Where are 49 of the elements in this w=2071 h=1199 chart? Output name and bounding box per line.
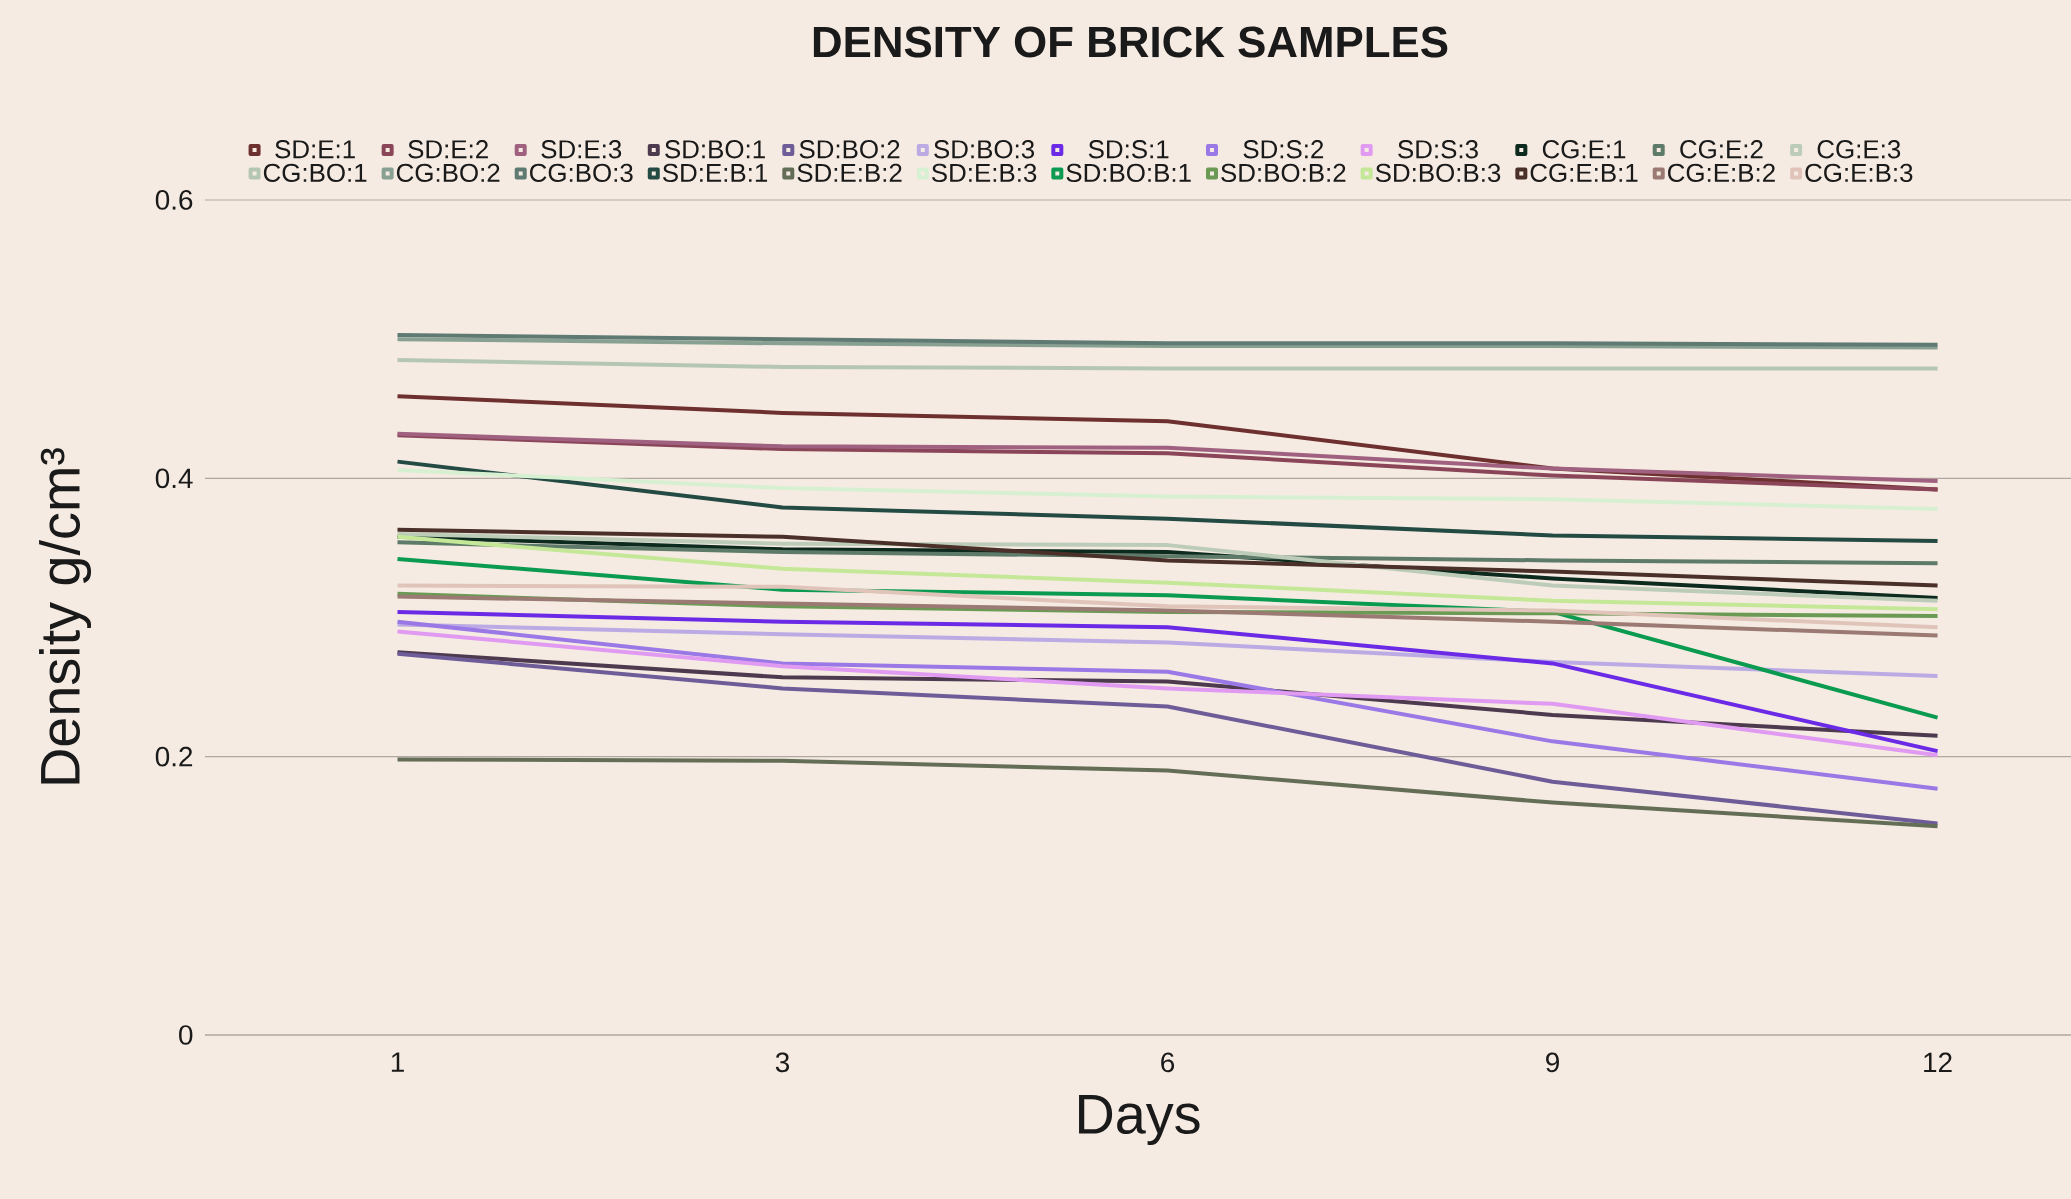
- legend-label: SD:BO:B:3: [1375, 163, 1501, 183]
- legend-label: CG:E:B:1: [1530, 163, 1638, 183]
- x-tick-label: 12: [1924, 1052, 1952, 1072]
- legend-label: SD:BO:3: [934, 140, 1035, 159]
- y-tick-label: 0.6: [155, 190, 193, 210]
- legend-label: CG:E:2: [1680, 140, 1763, 159]
- y-tick-label: 0: [179, 1025, 193, 1045]
- legend-label: CG:E:1: [1542, 140, 1626, 159]
- x-tick-label: 3: [775, 1052, 790, 1073]
- x-tick-label: 9: [1546, 1052, 1559, 1073]
- line-series: [395, 583, 1940, 630]
- legend-label: CG:BO:2: [396, 163, 500, 183]
- x-axis-title: Days: [1079, 1095, 1200, 1146]
- line-series: [395, 757, 1940, 829]
- chart-title: DENSITY OF BRICK SAMPLES: [813, 26, 1448, 58]
- legend-label: SD:E:3: [541, 140, 622, 159]
- line-series: [395, 337, 1940, 350]
- line-series: [395, 619, 1940, 791]
- legend-label: SD:S:2: [1243, 140, 1324, 159]
- legend-label: SD:E:B:2: [797, 163, 902, 183]
- legend-label: CG:E:3: [1817, 140, 1901, 159]
- y-axis-title: Density g/cm³: [39, 448, 92, 784]
- x-tick-label: 1: [391, 1052, 404, 1072]
- line-series: [395, 609, 1940, 754]
- line-series: [395, 651, 1940, 826]
- line-series: [395, 431, 1940, 484]
- line-series: [395, 527, 1940, 588]
- line-series: [395, 629, 1940, 758]
- legend-label: SD:E:B:1: [662, 163, 768, 183]
- legend-label: CG:E:B:3: [1805, 163, 1913, 183]
- legend-label: CG:E:B:2: [1668, 163, 1775, 183]
- legend-label: SD:BO:1: [665, 140, 765, 159]
- legend-label: SD:BO:2: [799, 140, 900, 159]
- x-tick-label: 6: [1161, 1052, 1175, 1073]
- y-tick-label: 0.4: [155, 468, 193, 489]
- legend-label: SD:E:2: [408, 140, 488, 159]
- legend-label: SD:E:1: [275, 140, 355, 159]
- legend-label: SD:E:B:3: [931, 163, 1037, 183]
- legend-label: SD:BO:B:1: [1066, 163, 1191, 183]
- line-series: [395, 594, 1940, 638]
- legend-label: CG:BO:3: [530, 163, 633, 183]
- line-series: [395, 622, 1940, 678]
- line-series: [395, 467, 1940, 511]
- y-tick-label: 0.2: [155, 746, 193, 767]
- legend-label: SD:BO:B:2: [1221, 163, 1346, 183]
- legend-label: SD:S:3: [1398, 140, 1478, 159]
- legend-label: CG:BO:1: [263, 163, 367, 183]
- legend-label: SD:S:1: [1088, 140, 1169, 159]
- line-series: [395, 459, 1940, 543]
